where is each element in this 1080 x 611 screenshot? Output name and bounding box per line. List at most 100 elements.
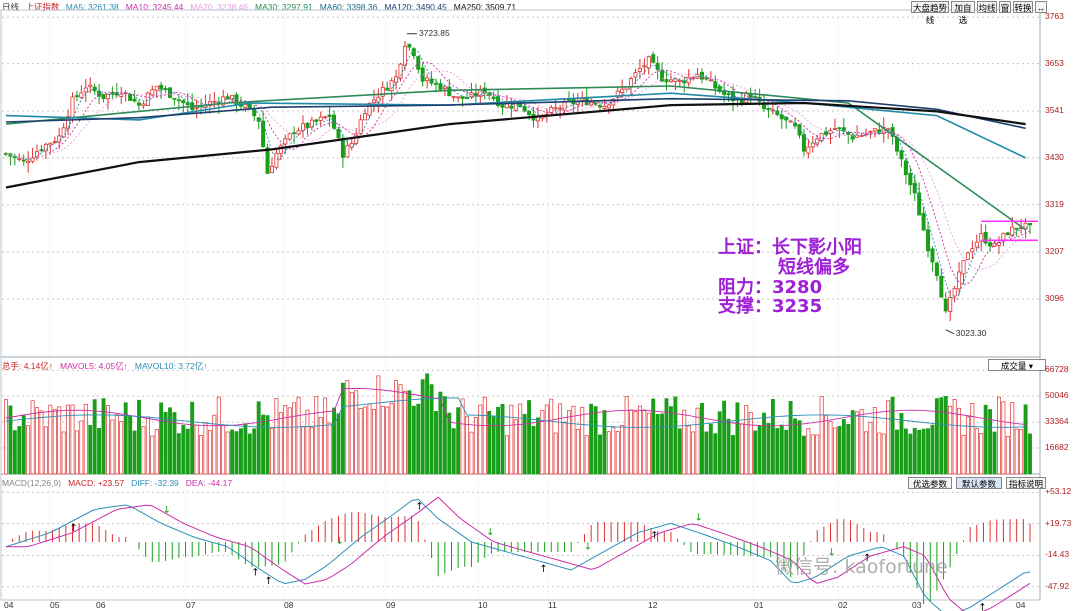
header-button-1[interactable]: 加自选 — [951, 1, 975, 25]
volume-bar — [394, 380, 399, 475]
price-tick-label: 3763 — [1045, 11, 1064, 22]
volume-bar — [4, 399, 8, 475]
volume-bar — [301, 425, 305, 475]
volume-bar — [1014, 428, 1019, 475]
volume-bar — [420, 379, 425, 475]
volume-bar — [837, 426, 842, 475]
ma-line-ma30 — [5, 85, 1027, 231]
candle-body — [872, 128, 877, 132]
volume-bar — [190, 401, 195, 475]
candle-body — [292, 132, 297, 135]
volume-bar — [806, 428, 811, 475]
cross-marker: ↓ — [486, 527, 494, 538]
candle-body — [527, 110, 532, 115]
volume-bar — [815, 434, 820, 475]
price-tick-label: 3096 — [1045, 292, 1064, 303]
month-label: 06 — [96, 600, 106, 610]
volume-bar — [1001, 401, 1006, 475]
volume-bar — [376, 375, 381, 475]
volume-bar — [965, 416, 970, 475]
macd-tab-2[interactable]: 指标说明 — [1006, 477, 1046, 489]
indicator-dropdown[interactable]: 成交量 ▾ — [988, 359, 1046, 371]
volume-bar — [114, 414, 119, 475]
volume-bar — [779, 424, 784, 475]
candle-body — [815, 138, 820, 145]
volume-bar — [17, 426, 22, 475]
volume-bar — [478, 404, 483, 475]
volume-bar — [141, 426, 146, 475]
volume-bar — [983, 404, 988, 475]
candle-body — [287, 133, 292, 140]
volume-bar — [292, 402, 297, 475]
volume-bar — [859, 409, 864, 475]
volume-bar — [637, 405, 642, 475]
volume-bar — [770, 398, 775, 475]
candle-body — [442, 86, 447, 89]
candle-body — [301, 123, 306, 131]
volume-bar — [106, 405, 110, 475]
volume-bar — [172, 412, 177, 475]
volume-bar — [327, 422, 332, 475]
candle-body — [265, 147, 270, 174]
candle-body — [810, 142, 815, 148]
volume-bar — [150, 435, 155, 475]
volume-bar — [793, 418, 798, 475]
volume-bar — [265, 415, 270, 475]
macd-tab-1[interactable]: 默认参数 — [956, 477, 1002, 489]
header-button-4[interactable]: 转换 — [1013, 1, 1033, 13]
month-label: 04 — [1016, 600, 1026, 610]
cross-marker: ↑ — [69, 523, 77, 534]
candle-body — [801, 134, 806, 152]
volume-bar — [482, 396, 487, 475]
candle-body — [119, 93, 124, 97]
volume-bar — [708, 423, 713, 475]
volume-bar — [48, 404, 53, 475]
volume-bar — [252, 428, 257, 475]
candle-body — [340, 137, 345, 158]
month-label: 03 — [912, 600, 922, 610]
volume-bar — [722, 400, 727, 475]
candle-body — [247, 103, 252, 109]
price-header: 日线 上证指数 MA5: 3261.38 MA10: 3245.44 MA20: 3… — [2, 1, 523, 13]
candle-body — [48, 142, 53, 146]
high-label: 3723.85 — [418, 27, 450, 38]
volume-bar — [895, 429, 899, 475]
macd-legend: MACD(12,26,9) MACD: +23.57 DIFF: -32.39 DEA… — [2, 478, 239, 488]
header-button-3[interactable]: 窗 — [999, 1, 1011, 13]
cross-marker: ↑ — [650, 530, 658, 541]
volume-bar — [620, 425, 625, 475]
candle-body — [837, 127, 842, 130]
header-button-2[interactable]: 均线 — [977, 1, 997, 13]
header-button-0[interactable]: 大盘趋势线 — [911, 1, 949, 25]
volume-bar — [451, 428, 456, 475]
volume-bar — [606, 431, 611, 475]
macd-histogram — [12, 512, 1031, 604]
volume-bar — [469, 431, 474, 475]
candle-body — [70, 96, 75, 118]
month-label: 11 — [548, 600, 557, 610]
volume-bar — [181, 424, 186, 475]
macd-legend-item-0: MACD(12,26,9) — [2, 478, 62, 488]
volume-bar — [345, 380, 350, 475]
volume-bar — [584, 435, 589, 475]
volume-bar — [456, 407, 461, 475]
volume-bar — [939, 397, 944, 475]
volume-bar — [917, 429, 922, 475]
volume-bar — [128, 415, 133, 475]
candle-body — [181, 100, 186, 104]
volume-bar — [739, 423, 744, 475]
candle-body — [1014, 227, 1019, 230]
volume-bar — [615, 431, 620, 475]
candle-body — [509, 105, 514, 109]
candle-body — [30, 157, 35, 162]
macd-tab-0[interactable]: 优选参数 — [908, 477, 952, 489]
volume-bar — [340, 382, 345, 475]
volume-bar — [30, 400, 35, 475]
volume-bar — [717, 411, 722, 475]
month-label: 10 — [478, 600, 488, 610]
volume-bar — [159, 402, 164, 475]
candle-body — [629, 78, 634, 87]
header-button-5[interactable]: ↔ — [1035, 1, 1047, 13]
volume-bar — [864, 431, 868, 475]
